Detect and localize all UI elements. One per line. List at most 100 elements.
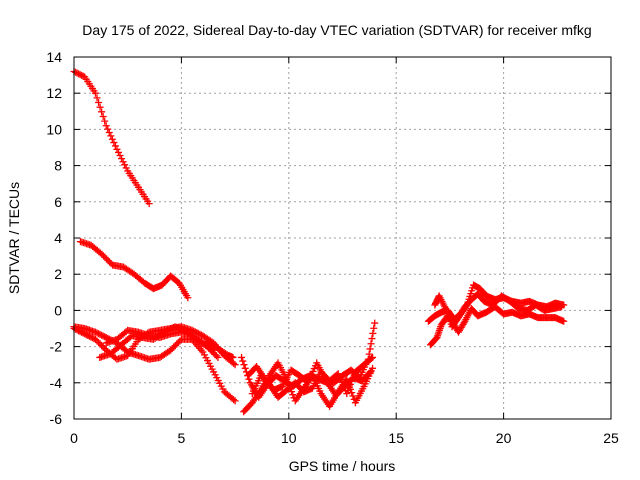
data-point: [98, 331, 106, 339]
data-point: [111, 142, 119, 150]
data-point: [370, 324, 378, 332]
data-point: [93, 337, 101, 345]
data-point: [98, 250, 106, 258]
data-point: [170, 343, 178, 351]
y-tick-label: 2: [54, 266, 62, 282]
data-point: [145, 200, 153, 208]
series-arc-4: [70, 323, 239, 405]
data-point: [560, 317, 568, 325]
data-point: [93, 94, 101, 102]
y-tick-label: 6: [54, 194, 62, 210]
data-point: [369, 353, 377, 361]
data-point: [91, 328, 99, 336]
series-arc-11: [248, 353, 377, 401]
data-point: [196, 330, 204, 338]
axis-ticks: 0 5 10 15 20 25 -6 -4 -2 0 2 4 6 8 10 12 14: [46, 49, 619, 446]
data-point: [229, 353, 237, 361]
data-point: [96, 340, 104, 348]
data-point: [122, 328, 130, 336]
data-point: [95, 99, 103, 107]
y-tick-label: -6: [50, 411, 63, 427]
y-axis-label: SDTVAR / TECUs: [6, 182, 22, 294]
data-point: [101, 117, 109, 125]
data-point: [79, 72, 87, 80]
data-point: [96, 103, 104, 111]
data-point: [344, 387, 352, 395]
data-point: [184, 294, 192, 302]
series-arc-2: [76, 238, 192, 302]
data-point: [118, 155, 126, 163]
x-tick-label: 0: [70, 430, 78, 446]
data-point: [365, 350, 373, 358]
x-tick-label: 25: [603, 430, 619, 446]
data-point: [126, 333, 134, 341]
data-point: [102, 122, 110, 130]
data-point: [240, 361, 248, 369]
chart-title: Day 175 of 2022, Sidereal Day-to-day VTE…: [82, 22, 591, 38]
data-point: [99, 112, 107, 120]
data-point: [343, 390, 351, 398]
data-point: [369, 364, 377, 372]
data-point: [99, 343, 107, 351]
data-point: [106, 258, 114, 266]
data-point: [345, 383, 353, 391]
data-point: [168, 345, 176, 353]
data-point: [75, 70, 83, 78]
x-tick-label: 15: [388, 430, 404, 446]
data-point: [289, 391, 297, 399]
data-point: [101, 333, 109, 341]
data-point: [173, 340, 181, 348]
data-point: [101, 253, 109, 261]
data-point: [241, 364, 249, 372]
data-point: [350, 371, 358, 379]
data-points: [70, 67, 568, 416]
data-point: [87, 333, 95, 341]
data-point: [85, 332, 93, 340]
grid-lines: [74, 57, 611, 419]
series-arc-14: [431, 290, 566, 331]
data-point: [91, 89, 99, 97]
series-arc-7: [203, 337, 237, 361]
data-point: [558, 303, 566, 311]
data-point: [176, 337, 184, 345]
data-point: [348, 377, 356, 385]
data-point: [191, 328, 199, 336]
data-point: [98, 342, 106, 350]
data-point: [346, 380, 354, 388]
data-point: [174, 338, 182, 346]
y-tick-label: 8: [54, 158, 62, 174]
data-point: [96, 330, 104, 338]
data-point: [230, 396, 238, 404]
plot-frame: [73, 56, 612, 420]
data-point: [104, 256, 112, 264]
data-point: [91, 335, 99, 343]
data-point: [84, 331, 92, 339]
data-point: [116, 152, 124, 160]
y-tick-label: 10: [46, 121, 62, 137]
data-point: [171, 342, 179, 350]
data-point: [104, 125, 112, 133]
data-point: [230, 359, 238, 367]
data-point: [122, 164, 130, 172]
data-point: [95, 338, 103, 346]
data-point: [214, 353, 222, 361]
data-point: [231, 397, 239, 405]
data-point: [78, 71, 86, 79]
data-point: [193, 329, 201, 337]
data-point: [88, 334, 96, 342]
data-point: [349, 392, 357, 400]
data-point: [113, 145, 121, 153]
data-point: [108, 135, 116, 143]
x-tick-label: 20: [496, 430, 512, 446]
data-point: [110, 139, 118, 147]
data-point: [343, 375, 351, 383]
data-point: [73, 69, 81, 77]
y-tick-label: 12: [46, 85, 62, 101]
data-point: [194, 329, 202, 337]
data-point: [95, 330, 103, 338]
data-point: [368, 335, 376, 343]
y-tick-label: -2: [50, 339, 63, 355]
data-point: [231, 361, 239, 369]
data-point: [103, 255, 111, 263]
